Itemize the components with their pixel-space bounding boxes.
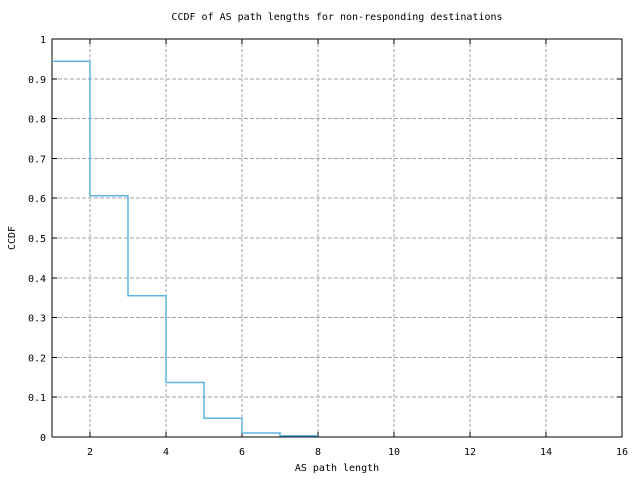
y-tick-label: 0.5 [28,234,46,245]
y-axis-label: CCDF [7,226,18,250]
y-tick-label: 0.6 [28,194,46,205]
x-tick-label: 2 [87,447,93,458]
x-tick-label: 4 [163,447,169,458]
x-tick-label: 12 [464,447,476,458]
x-tick-label: 10 [388,447,400,458]
ccdf-step-curve [52,60,318,437]
x-tick-label: 16 [616,447,628,458]
y-tick-label: 0.4 [28,274,46,285]
x-tick-label: 8 [315,447,321,458]
y-tick-label: 0.7 [28,154,46,165]
x-tick-label: 14 [540,447,552,458]
x-tick-label: 6 [239,447,245,458]
y-tick-label: 1 [40,35,46,46]
x-axis-label: AS path length [295,463,379,474]
y-tick-label: 0 [40,433,46,444]
y-tick-label: 0.9 [28,75,46,86]
y-tick-label: 0.1 [28,393,46,404]
y-tick-label: 0.2 [28,353,46,364]
y-tick-label: 0.3 [28,314,46,325]
chart-title: CCDF of AS path lengths for non-respondi… [171,12,502,23]
y-tick-label: 0.8 [28,115,46,126]
